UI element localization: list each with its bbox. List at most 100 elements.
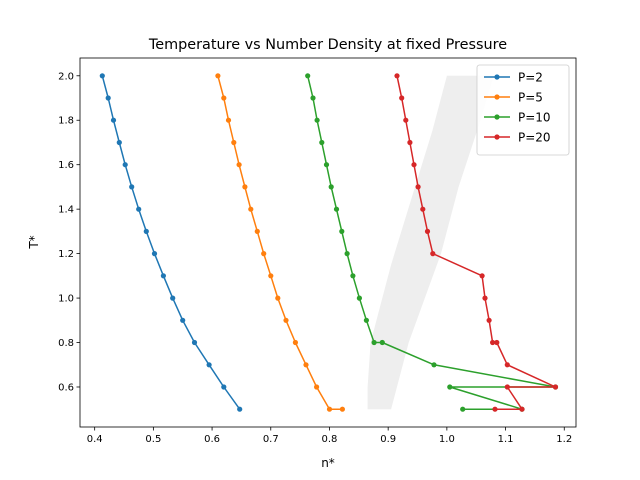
- series-4: [394, 73, 559, 412]
- data-point: [206, 362, 212, 368]
- data-point: [350, 273, 356, 279]
- data-point: [151, 251, 158, 257]
- legend-label: P=5: [518, 90, 543, 104]
- data-point: [268, 273, 274, 279]
- data-point: [363, 317, 369, 323]
- data-point: [242, 184, 248, 190]
- legend-item: P=2: [484, 70, 543, 84]
- data-point: [490, 339, 496, 346]
- data-point: [303, 362, 309, 368]
- series-2: [215, 73, 345, 412]
- data-point: [237, 406, 243, 412]
- plot-frame: [79, 57, 577, 428]
- data-point: [116, 139, 122, 146]
- data-point: [339, 228, 345, 234]
- legend-swatch-marker: [494, 114, 500, 120]
- x-tick-label: 1.0: [439, 434, 455, 445]
- data-point: [231, 139, 237, 146]
- data-point: [160, 273, 166, 279]
- x-axis-label: n*: [321, 456, 335, 470]
- data-point: [420, 206, 426, 212]
- data-point: [328, 184, 334, 190]
- legend-swatch-marker: [494, 134, 500, 140]
- y-tick-label: 1.4: [58, 205, 74, 216]
- data-point: [339, 406, 345, 412]
- data-point: [460, 406, 466, 412]
- x-tick-label: 1.1: [498, 434, 514, 445]
- x-tick-label: 1.2: [556, 434, 572, 445]
- series-1: [99, 73, 243, 412]
- data-point: [394, 73, 400, 79]
- legend-swatch-marker: [494, 94, 500, 100]
- x-tick-label: 0.5: [145, 434, 161, 445]
- legend-swatch-marker: [494, 74, 500, 80]
- legend-label: P=20: [518, 130, 551, 144]
- data-point: [403, 117, 409, 123]
- x-tick-label: 0.6: [204, 434, 220, 445]
- data-point: [283, 317, 289, 323]
- data-point: [447, 384, 453, 390]
- data-point: [314, 384, 320, 390]
- data-point: [122, 162, 128, 168]
- data-point: [180, 317, 186, 323]
- data-point: [494, 339, 500, 346]
- data-point: [323, 162, 330, 168]
- data-point: [344, 251, 350, 257]
- x-tick-label: 0.9: [380, 434, 396, 445]
- legend-label: P=10: [518, 110, 551, 124]
- data-point: [170, 295, 176, 301]
- data-point: [356, 295, 362, 301]
- y-tick-label: 0.8: [58, 338, 74, 349]
- data-point: [221, 384, 227, 390]
- data-point: [314, 117, 320, 123]
- x-tick-label: 0.4: [87, 434, 103, 445]
- data-point: [407, 139, 413, 146]
- data-point: [552, 384, 559, 390]
- data-point: [292, 339, 298, 346]
- y-tick-label: 1.0: [58, 294, 74, 305]
- data-point: [519, 406, 525, 412]
- legend-item: P=10: [484, 110, 551, 124]
- data-point: [261, 251, 267, 257]
- data-point: [191, 339, 198, 346]
- chart-title: Temperature vs Number Density at fixed P…: [148, 37, 507, 53]
- legend-box: [476, 64, 570, 156]
- data-point: [215, 73, 221, 79]
- data-point: [105, 95, 111, 101]
- y-tick-label: 1.2: [58, 249, 74, 260]
- legend: P=2 P=5 P=10 P=20: [476, 64, 570, 156]
- x-tick-label: 0.8: [322, 434, 338, 445]
- data-point: [492, 406, 498, 412]
- x-tick-label: 0.7: [263, 434, 279, 445]
- y-tick-label: 1.8: [58, 116, 74, 127]
- plot-area: [99, 73, 559, 412]
- data-point: [310, 95, 316, 101]
- y-tick-label: 0.6: [58, 382, 74, 393]
- y-tick-label: 1.6: [58, 160, 74, 171]
- series-line: [101, 75, 241, 410]
- data-point: [411, 162, 417, 168]
- data-point: [379, 339, 385, 346]
- data-point: [430, 251, 436, 257]
- data-point: [504, 384, 510, 390]
- data-point: [482, 295, 488, 301]
- data-point: [129, 184, 135, 190]
- data-point: [305, 73, 311, 79]
- data-point: [221, 95, 227, 101]
- y-tick-label: 2.0: [58, 71, 74, 82]
- data-point: [415, 184, 421, 190]
- data-point: [236, 162, 242, 168]
- data-point: [326, 406, 333, 412]
- data-point: [431, 362, 437, 368]
- legend-item: P=20: [484, 130, 551, 144]
- legend-item: P=5: [484, 90, 543, 104]
- data-point: [275, 295, 281, 301]
- legend-label: P=2: [518, 70, 543, 84]
- data-point: [143, 228, 149, 234]
- data-point: [225, 117, 232, 123]
- data-point: [504, 362, 510, 368]
- y-axis-label: T*: [27, 235, 41, 249]
- data-point: [486, 317, 492, 323]
- data-point: [333, 206, 340, 212]
- data-point: [424, 228, 431, 234]
